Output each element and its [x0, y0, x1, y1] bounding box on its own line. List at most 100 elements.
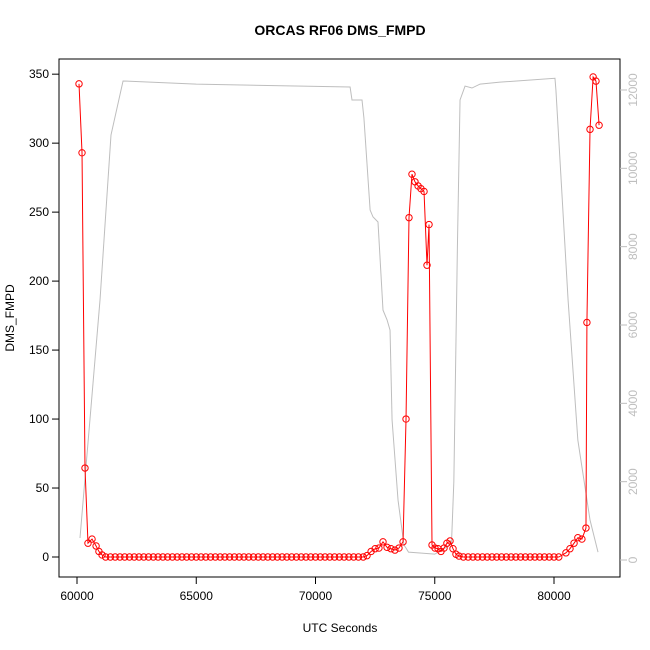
data-point: [383, 543, 391, 552]
y-tick-label: 350: [29, 67, 49, 81]
y2-tick-label: 2000: [626, 468, 640, 495]
data-point: [586, 125, 594, 134]
plot-frame: [58, 58, 621, 578]
data-point: [268, 553, 277, 561]
data-point: [278, 553, 286, 561]
data-point: [106, 553, 115, 561]
x-tick-label: 65000: [180, 589, 214, 603]
y2-tick-label: 0: [626, 556, 640, 563]
data-point: [387, 545, 395, 553]
data-point: [249, 553, 258, 561]
data-point: [399, 538, 407, 546]
data-point: [423, 261, 431, 269]
data-point: [273, 553, 282, 561]
data-point: [521, 553, 530, 561]
data-point: [371, 545, 379, 553]
data-point: [502, 553, 511, 561]
data-point: [379, 538, 387, 546]
data-point: [402, 415, 410, 423]
data-point: [478, 553, 487, 561]
data-point: [420, 187, 428, 196]
data-point: [84, 539, 92, 547]
data-point: [493, 553, 501, 561]
data-point: [582, 524, 590, 532]
data-point: [592, 77, 600, 85]
data-point: [206, 553, 215, 561]
data-point: [526, 553, 534, 561]
data-point: [168, 553, 177, 561]
data-point: [359, 553, 367, 561]
data-point: [302, 553, 310, 561]
data-point: [192, 553, 200, 561]
data-point: [135, 553, 143, 561]
y-tick-label: 200: [29, 274, 49, 288]
data-point: [535, 553, 544, 561]
data-point: [449, 545, 457, 553]
data-point: [259, 553, 267, 561]
data-point: [459, 553, 468, 561]
data-point: [187, 553, 196, 561]
data-point: [363, 551, 371, 560]
data-point: [254, 553, 262, 561]
data-point: [316, 553, 324, 561]
series-line: [78, 75, 600, 558]
y2-tick-label: 8000: [626, 233, 640, 260]
data-point: [292, 553, 301, 561]
data-point: [507, 553, 515, 561]
x-tick-label: 70000: [299, 589, 333, 603]
y-tick-label: 300: [29, 136, 49, 150]
data-point: [149, 553, 158, 561]
y-tick-label: 250: [29, 205, 49, 219]
data-point: [154, 553, 162, 561]
data-point: [473, 553, 482, 561]
data-point: [335, 553, 344, 561]
y2-tick-label: 4000: [626, 390, 640, 417]
data-point: [225, 553, 234, 561]
data-point: [340, 553, 348, 561]
data-point: [116, 553, 124, 561]
y-tick-label: 0: [42, 550, 49, 564]
data-point: [395, 544, 403, 552]
data-point: [469, 553, 477, 561]
data-point: [583, 318, 591, 327]
data-point: [163, 553, 172, 561]
data-point: [512, 553, 520, 561]
data-point: [550, 553, 558, 561]
data-point: [221, 553, 229, 561]
data-point: [235, 553, 243, 561]
data-point: [240, 553, 248, 561]
data-point: [159, 553, 167, 561]
data-point: [245, 553, 253, 561]
data-point: [408, 170, 416, 178]
data-point: [121, 553, 129, 561]
data-point: [354, 553, 363, 561]
data-point: [531, 553, 539, 561]
data-point: [211, 553, 220, 561]
data-point: [455, 552, 463, 560]
data-point: [144, 553, 153, 561]
x-tick-label: 60000: [60, 589, 94, 603]
data-point: [349, 553, 358, 561]
data-point: [570, 539, 578, 547]
data-point: [321, 553, 329, 561]
data-point: [183, 553, 191, 561]
data-point: [216, 553, 224, 561]
data-point: [75, 80, 83, 88]
data-point: [574, 533, 582, 542]
y2-tick-label: 12000: [626, 73, 640, 107]
y-axis-label: DMS_FMPD: [3, 284, 17, 352]
data-point: [125, 553, 134, 561]
data-point: [264, 553, 272, 561]
data-point: [345, 553, 353, 561]
data-point: [488, 553, 496, 561]
data-point: [81, 464, 89, 472]
data-point: [431, 544, 439, 552]
data-point: [230, 553, 239, 561]
x-tick-label: 75000: [418, 589, 452, 603]
data-point: [595, 121, 603, 129]
chart-title: ORCAS RF06 DMS_FMPD: [254, 22, 425, 38]
data-point: [311, 553, 320, 561]
data-point: [330, 553, 339, 561]
